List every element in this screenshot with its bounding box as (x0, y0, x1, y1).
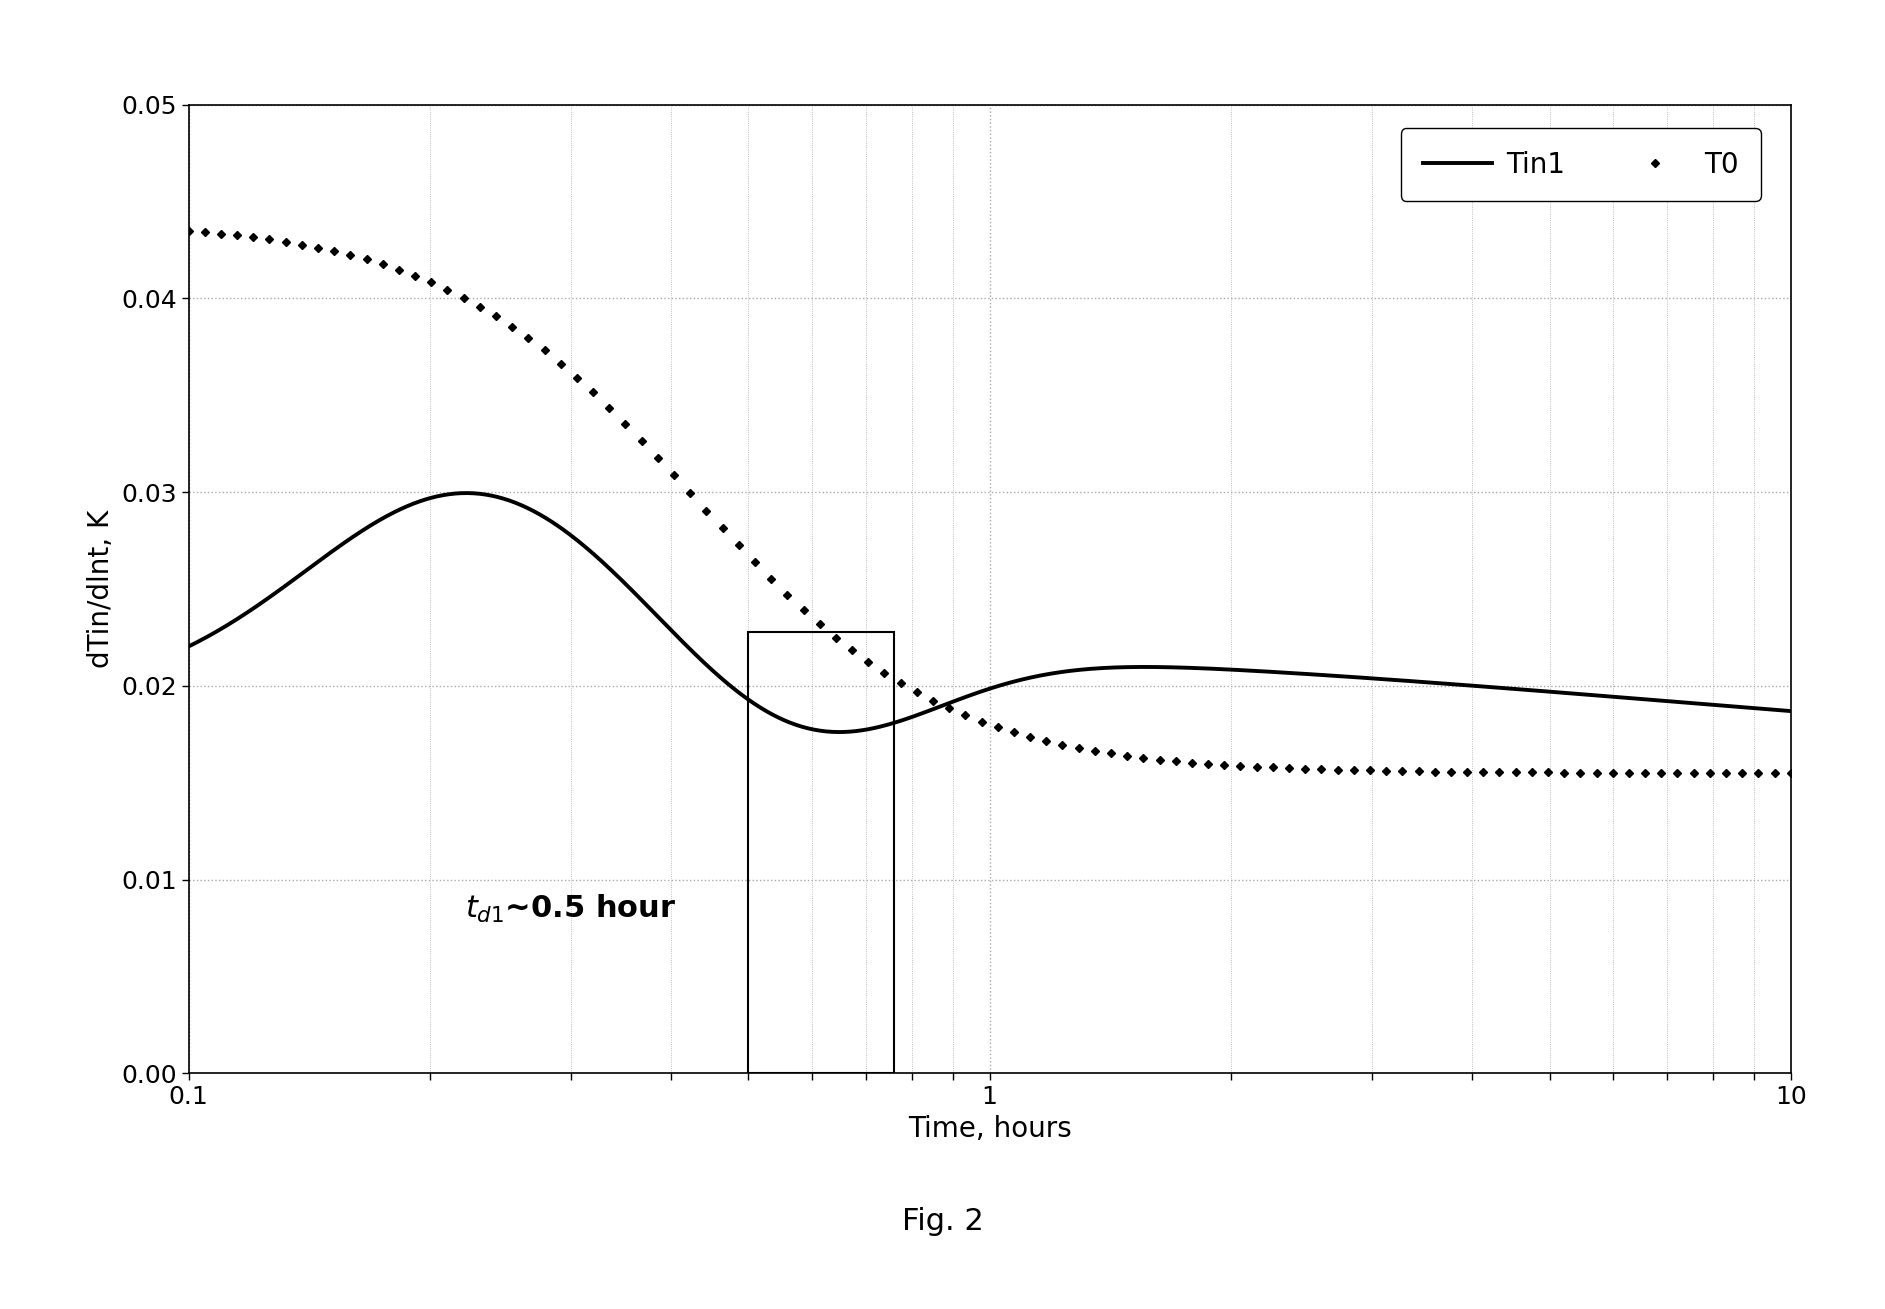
T0 (1133, 750, 1156, 766)
Tin1 (177, 639, 200, 654)
Tin1 (1154, 660, 1176, 675)
Text: Fig. 2: Fig. 2 (901, 1207, 984, 1237)
Text: $t_{d1}$~0.5 hour: $t_{d1}$~0.5 hour (466, 893, 677, 924)
T0 (1698, 764, 1721, 780)
Legend: Tin1, T0: Tin1, T0 (1401, 128, 1761, 200)
X-axis label: Time, hours: Time, hours (909, 1115, 1071, 1143)
Line: Tin1: Tin1 (188, 493, 1791, 732)
T0 (1779, 766, 1802, 781)
T0 (484, 309, 507, 325)
T0 (177, 223, 200, 238)
Tin1 (1779, 703, 1802, 719)
Tin1 (1112, 660, 1135, 675)
Tin1 (275, 577, 298, 593)
Line: T0: T0 (185, 228, 1795, 776)
Tin1 (829, 724, 852, 740)
Tin1 (1203, 661, 1225, 677)
Y-axis label: dTin/dlnt, K: dTin/dlnt, K (87, 511, 115, 668)
Bar (748, 632, 893, 1073)
T0 (1003, 725, 1025, 741)
T0 (1649, 764, 1672, 780)
Tin1 (454, 486, 477, 501)
T0 (549, 356, 571, 372)
Tin1 (1561, 686, 1583, 702)
Tin1 (1397, 673, 1419, 689)
